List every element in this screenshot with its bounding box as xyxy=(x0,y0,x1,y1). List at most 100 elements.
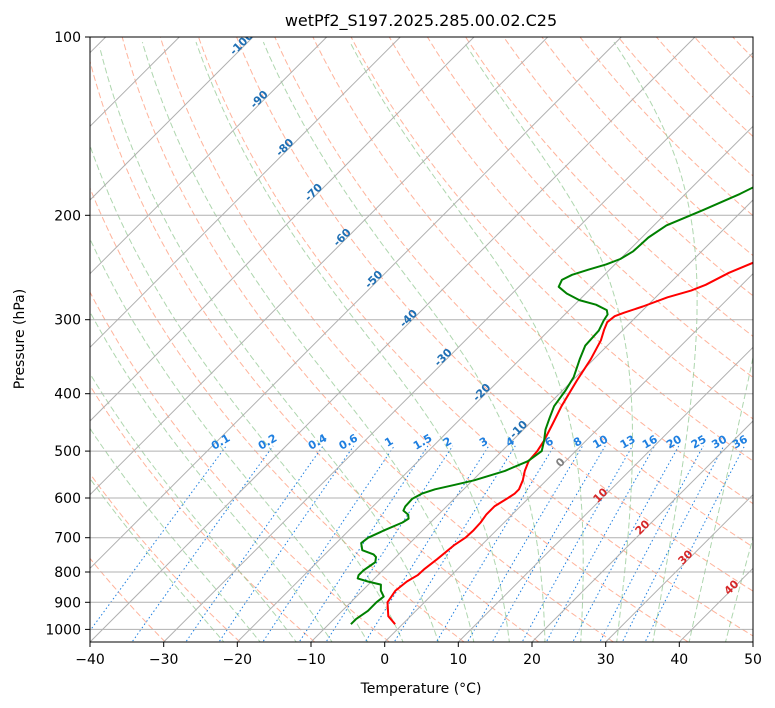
dry-adiabat-line xyxy=(198,37,753,637)
mixing-ratio-line xyxy=(572,445,680,642)
moist-adiabat-line xyxy=(463,41,633,642)
dry-adiabat-line xyxy=(579,37,753,217)
y-tick-label: 300 xyxy=(54,313,81,329)
isotherm-line xyxy=(678,567,753,642)
mixing-ratio-label: 0.1 xyxy=(209,432,232,453)
dry-adiabat-line xyxy=(90,59,540,642)
isotherm-line xyxy=(90,37,475,422)
isotherm-line xyxy=(90,37,549,496)
dry-adiabat-line xyxy=(90,472,241,642)
isotherm-line xyxy=(90,37,401,349)
background-lines xyxy=(90,37,775,642)
chart-title: wetPf2_S197.2025.285.00.02.C25 xyxy=(285,11,557,31)
y-tick-label: 600 xyxy=(54,491,81,507)
dry-adiabat-line xyxy=(312,37,753,505)
plot-frame xyxy=(89,36,754,643)
dewpoint-profile-line xyxy=(350,186,753,625)
mixing-ratio-label: 30 xyxy=(709,432,729,451)
moist-adiabat-label: 10 xyxy=(591,485,611,505)
axes: −40 −30 −20 −10 0 10 20 30 40 50 1000 900 800 700 600 5… xyxy=(45,30,762,668)
isotherm-line xyxy=(236,125,753,642)
isotherm-line xyxy=(531,420,753,642)
y-tick-label: 900 xyxy=(54,595,81,611)
isotherm-label: -30 xyxy=(432,346,455,369)
isotherm-line xyxy=(384,272,753,642)
y-tick-label: 500 xyxy=(54,444,81,460)
temperature-profile-line xyxy=(386,261,753,625)
y-tick-label: 700 xyxy=(54,531,81,547)
dry-adiabat-line xyxy=(771,37,775,642)
mixing-ratio-label: 20 xyxy=(664,432,684,451)
mixing-ratio-line xyxy=(364,445,490,642)
isotherm-line xyxy=(90,37,622,570)
mixing-ratio-line xyxy=(599,445,704,642)
isotherm-line xyxy=(163,51,753,642)
mixing-ratio-line xyxy=(325,445,454,642)
isotherm-label: -90 xyxy=(248,88,271,111)
isotherm-label: -60 xyxy=(331,226,354,249)
isotherm-label: -70 xyxy=(302,181,325,204)
mixing-ratio-label: 13 xyxy=(618,433,638,452)
moist-adiabat-line xyxy=(349,41,584,642)
dry-adiabat-line xyxy=(90,384,316,642)
dry-adiabat-line xyxy=(503,37,753,297)
x-tick-label: 10 xyxy=(449,652,467,668)
dry-adiabat-line xyxy=(732,37,753,59)
x-tick-label: −40 xyxy=(75,652,105,668)
moist-adiabat-line xyxy=(90,237,369,642)
moist-adiabat-label: 40 xyxy=(722,577,742,597)
moist-adiabat-line xyxy=(90,427,261,642)
moist-adiabat-line xyxy=(725,535,753,642)
x-tick-label: 40 xyxy=(670,652,688,668)
dry-adiabat-line xyxy=(121,37,614,642)
isotherm-line xyxy=(90,37,328,275)
dry-adiabat-line xyxy=(159,37,689,642)
dry-adiabat-line xyxy=(694,37,753,98)
x-axis-title: Temperature (°C) xyxy=(360,681,482,697)
dry-adiabat-line xyxy=(656,37,753,138)
y-tick-label: 1000 xyxy=(45,622,81,638)
mixing-ratio-label: 1.5 xyxy=(411,432,434,453)
isotherm-label: -80 xyxy=(273,136,296,159)
isotherm-line xyxy=(90,37,254,201)
mixing-ratio-label: 25 xyxy=(689,433,709,452)
mixing-ratio-label: 6 xyxy=(543,434,556,449)
mixing-ratio-line xyxy=(262,445,395,642)
moist-adiabat-line xyxy=(90,477,225,642)
mixing-ratio-line xyxy=(393,445,516,642)
mixing-ratio-line xyxy=(466,445,584,642)
mixing-ratio-line xyxy=(621,445,725,642)
y-axis-title: Pressure (hPa) xyxy=(12,289,28,389)
isotherm-label: -50 xyxy=(362,268,385,291)
moist-adiabat-line xyxy=(99,46,439,642)
y-tick-label: 400 xyxy=(54,387,81,403)
mixing-ratio-line xyxy=(131,445,274,642)
mixing-ratio-line xyxy=(644,445,746,642)
isotherm-line xyxy=(457,346,753,642)
mixing-ratio-label: 2 xyxy=(441,435,454,450)
moist-adiabat-line xyxy=(613,41,698,642)
moist-adiabat-label: 20 xyxy=(633,517,653,537)
dry-adiabat-line xyxy=(274,37,753,548)
x-tick-label: 0 xyxy=(380,652,389,668)
isotherm-label: -40 xyxy=(397,307,420,330)
mixing-ratio-line xyxy=(298,445,429,642)
moist-adiabat-line xyxy=(195,41,510,642)
y-tick-label: 800 xyxy=(54,565,81,581)
mixing-ratio-line xyxy=(185,445,324,642)
moist-adiabat-line xyxy=(90,372,297,642)
isotherm-line xyxy=(752,641,753,642)
moist-adiabat-line xyxy=(262,41,546,642)
dry-adiabat-line xyxy=(350,37,753,462)
mixing-ratio-line xyxy=(545,445,656,642)
mixing-ratio-label: 10 xyxy=(590,432,610,451)
x-tick-label: −30 xyxy=(149,652,179,668)
dry-adiabat-line xyxy=(541,37,753,257)
isotherm-line xyxy=(310,199,753,642)
x-tick-label: −10 xyxy=(296,652,326,668)
dry-adiabat-line xyxy=(90,291,390,642)
x-tick-label: 50 xyxy=(744,652,762,668)
isotherm-label: -20 xyxy=(470,381,493,404)
x-tick-label: 20 xyxy=(523,652,541,668)
